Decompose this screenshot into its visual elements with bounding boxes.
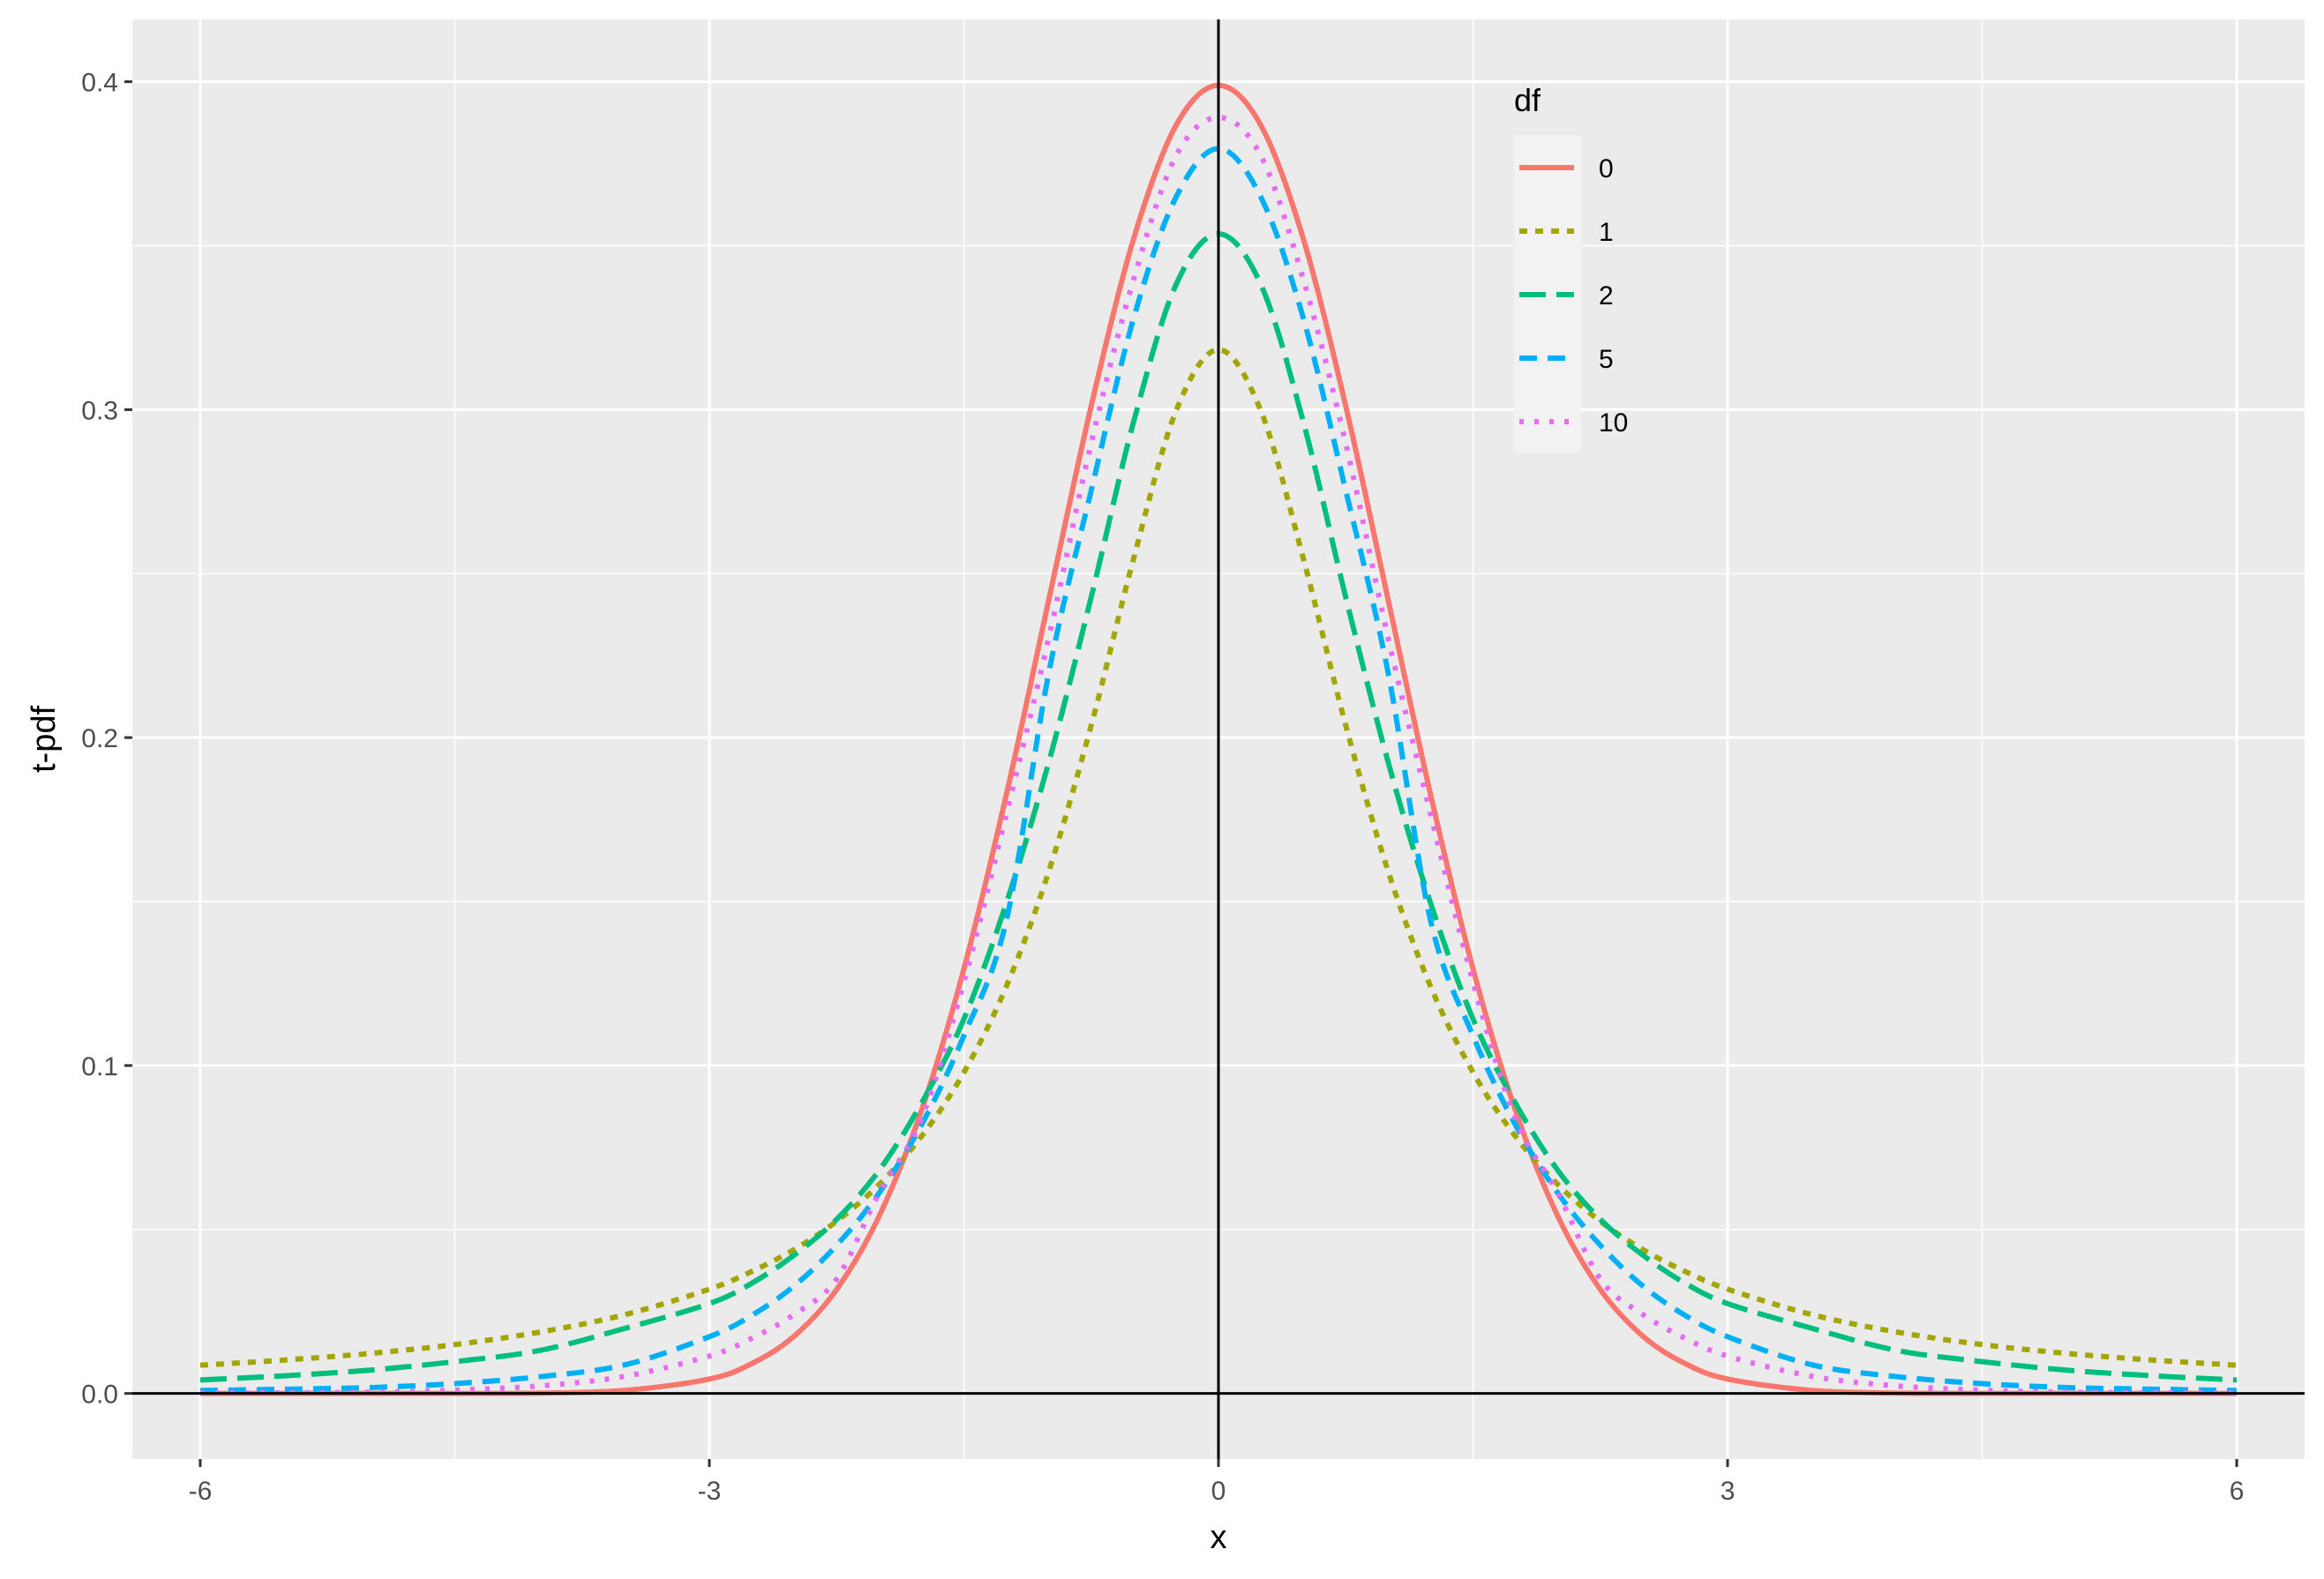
legend-label-df-1: 1 <box>1599 218 1614 247</box>
y-tick-label: 0.4 <box>81 69 118 98</box>
legend: df 0 1 2 5 10 <box>1514 82 1628 453</box>
y-tick-label: 0.0 <box>81 1381 118 1410</box>
legend-items: 0 1 2 5 10 <box>1519 154 1628 438</box>
legend-label-df-2: 2 <box>1599 281 1614 311</box>
y-axis: 0.0 0.1 0.2 0.3 0.4 <box>81 69 132 1410</box>
y-tick-label: 0.3 <box>81 396 118 425</box>
x-axis: -6 -3 0 3 6 <box>189 1459 2245 1506</box>
y-tick-label: 0.2 <box>81 724 118 753</box>
reference-lines <box>132 19 2305 1459</box>
x-tick-label: 0 <box>1211 1477 1226 1506</box>
x-tick-label: -6 <box>189 1477 213 1506</box>
legend-label-df-0: 0 <box>1599 154 1614 183</box>
x-tick-label: 3 <box>1721 1477 1736 1506</box>
legend-label-df-10: 10 <box>1599 408 1628 438</box>
x-axis-label: x <box>1211 1519 1227 1556</box>
x-tick-label: 6 <box>2230 1477 2245 1506</box>
legend-label-df-5: 5 <box>1599 345 1614 374</box>
y-tick-label: 0.1 <box>81 1052 118 1081</box>
series-line-df-5 <box>199 146 2238 1394</box>
legend-title: df <box>1514 82 1541 118</box>
x-tick-label: -3 <box>698 1477 722 1506</box>
y-axis-label: t-pdf <box>26 706 63 773</box>
series-line-df-10 <box>199 115 2238 1396</box>
